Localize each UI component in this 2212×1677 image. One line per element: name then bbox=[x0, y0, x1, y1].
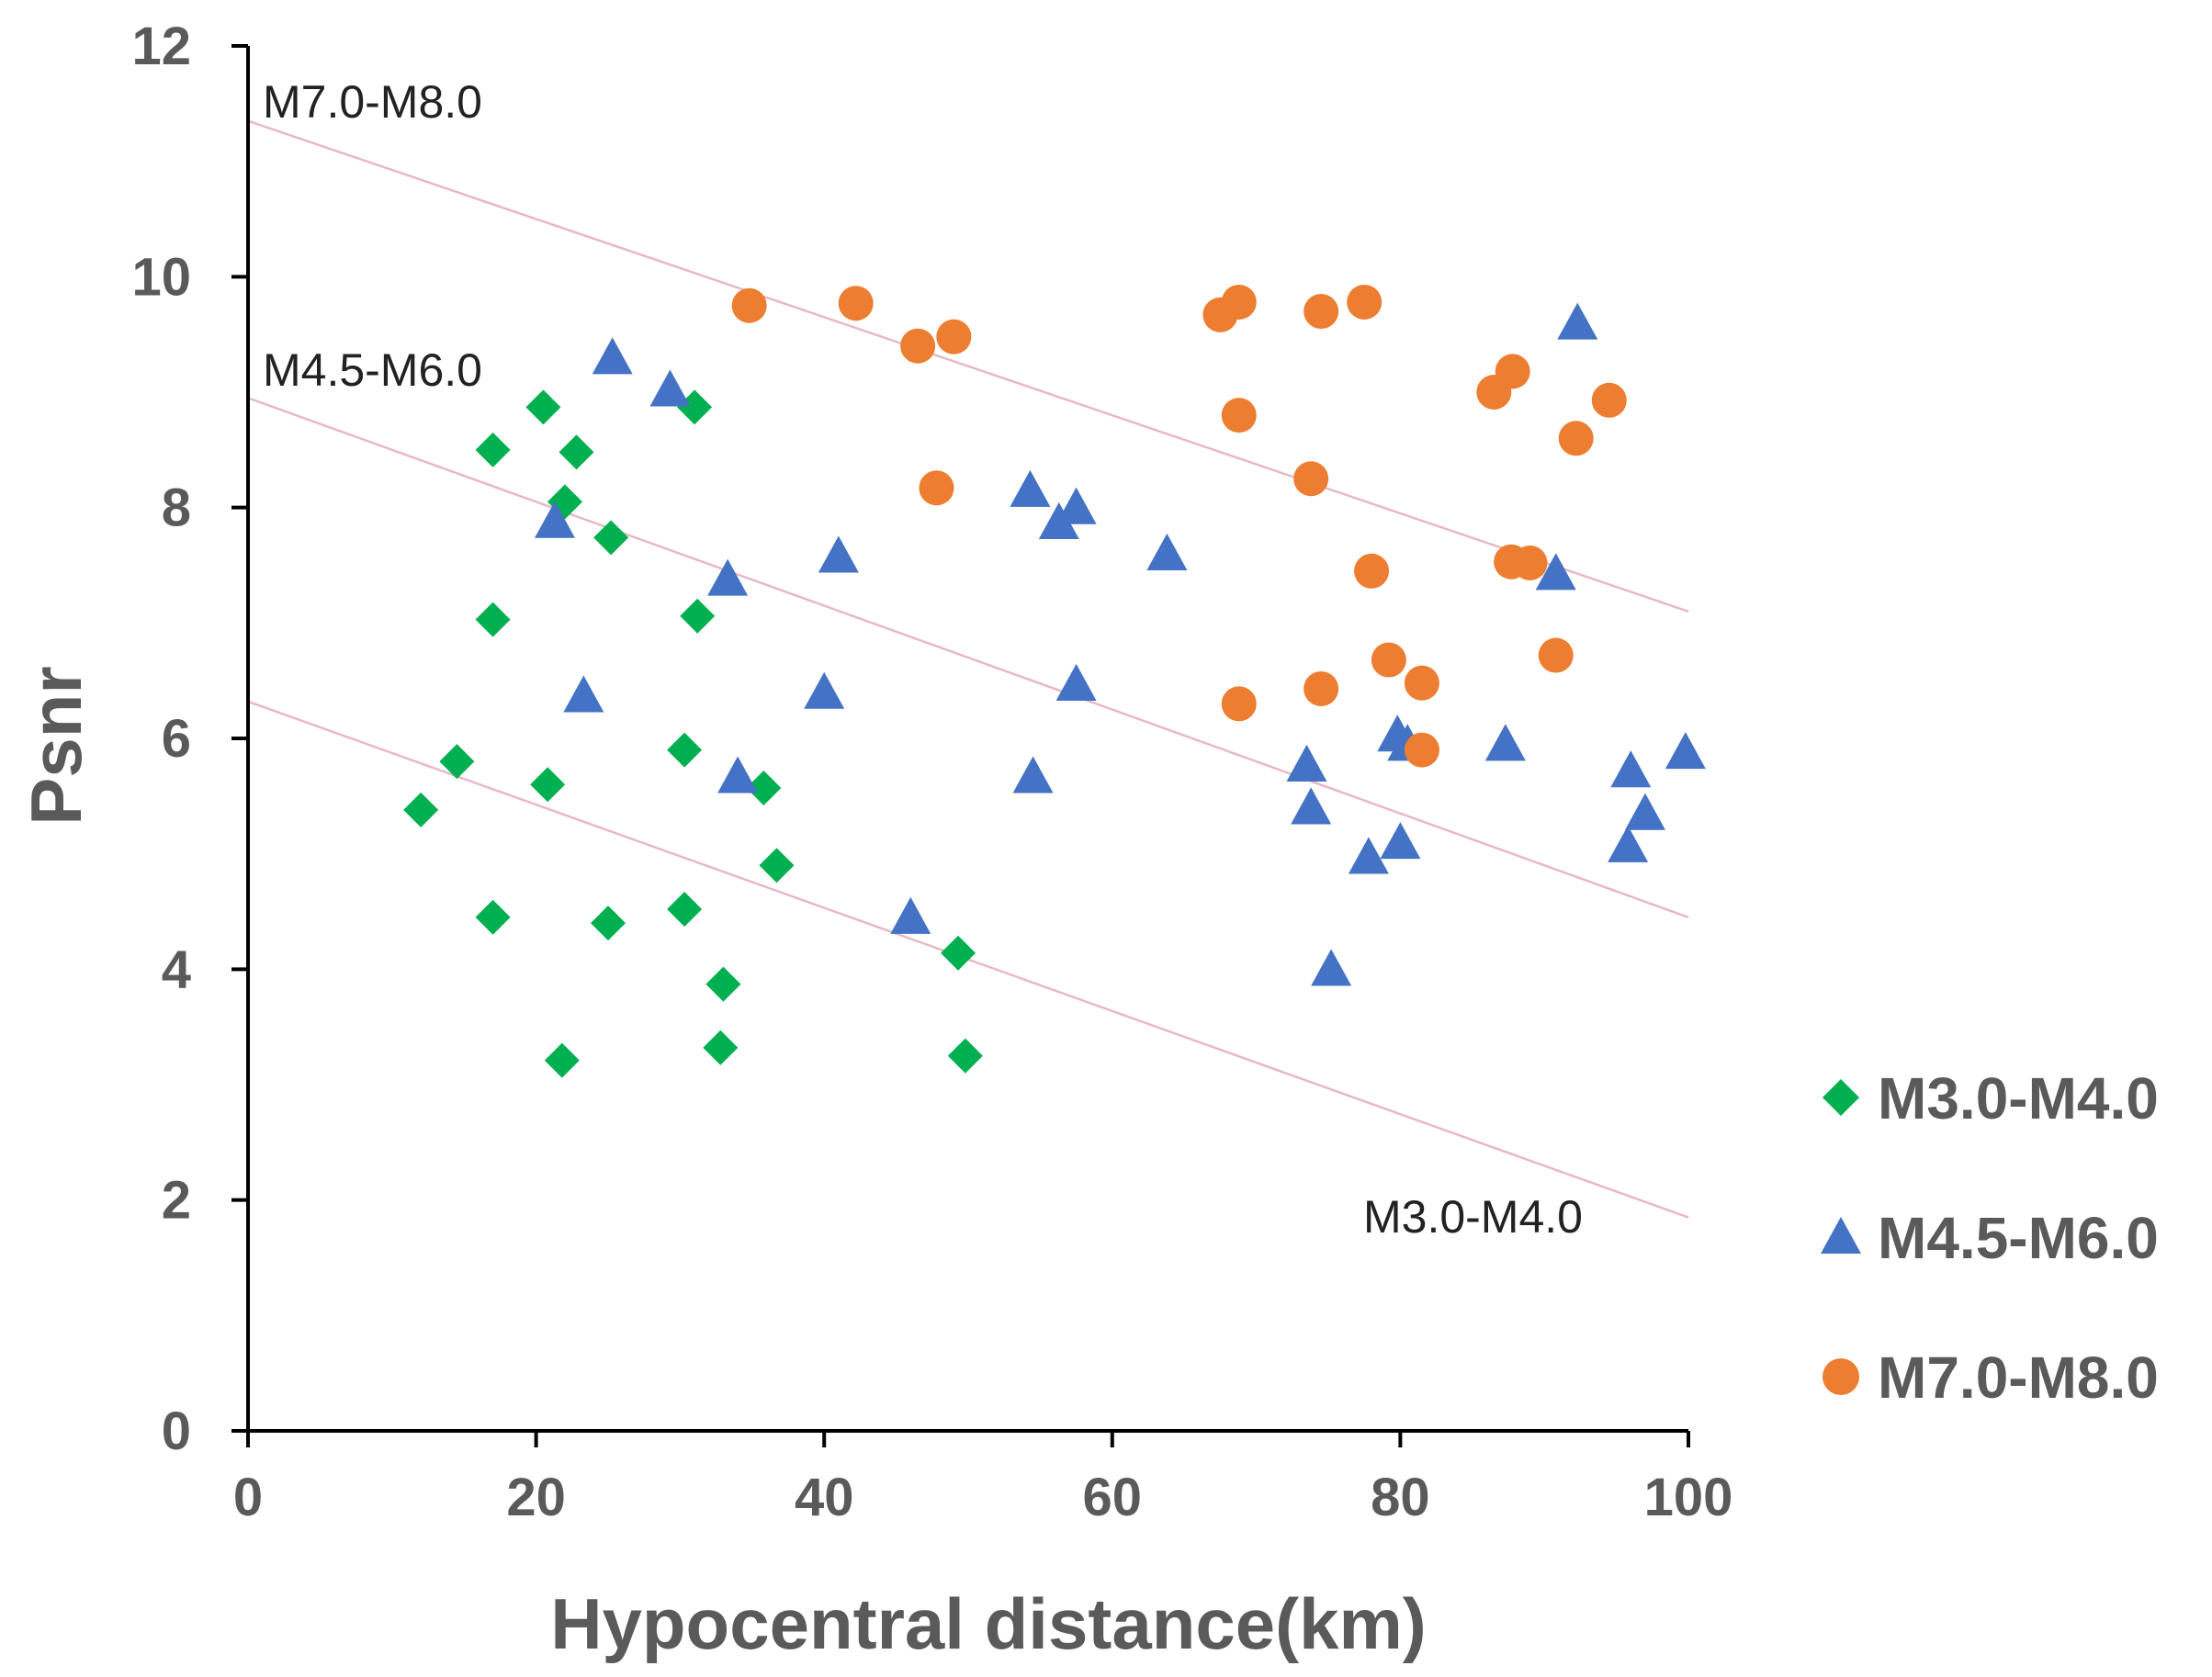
x-tick-label: 80 bbox=[1371, 1468, 1430, 1527]
point-m70-m80 bbox=[1558, 421, 1594, 456]
point-m30-m40 bbox=[591, 906, 626, 941]
point-m45-m60 bbox=[1608, 825, 1649, 862]
point-m70-m80 bbox=[1354, 553, 1390, 589]
y-axis-title: Psnr bbox=[16, 666, 96, 825]
point-m70-m80 bbox=[1221, 398, 1257, 433]
y-tick-label: 12 bbox=[131, 17, 191, 76]
point-m45-m60 bbox=[1380, 822, 1421, 860]
point-m30-m40 bbox=[475, 432, 511, 467]
point-m30-m40 bbox=[759, 848, 795, 884]
point-m30-m40 bbox=[530, 767, 566, 803]
trend-line-m45-m60 bbox=[247, 397, 1689, 918]
point-m45-m60 bbox=[1291, 787, 1332, 825]
legend: M3.0-M4.0 M4.5-M6.0 M7.0-M8.0 bbox=[1821, 1065, 2159, 1411]
point-m45-m60 bbox=[707, 558, 749, 596]
point-m45-m60 bbox=[1484, 724, 1526, 761]
point-m45-m60 bbox=[818, 535, 859, 573]
x-tick-label: 100 bbox=[1644, 1468, 1733, 1527]
point-m45-m60 bbox=[804, 671, 845, 709]
x-tick-label: 40 bbox=[795, 1468, 854, 1527]
point-m70-m80 bbox=[1538, 637, 1574, 673]
point-m45-m60 bbox=[1610, 750, 1652, 788]
point-m30-m40 bbox=[475, 899, 511, 935]
point-m45-m60 bbox=[1055, 663, 1097, 701]
point-m45-m60 bbox=[1286, 744, 1327, 782]
point-m30-m40 bbox=[746, 771, 782, 806]
point-m45-m60 bbox=[592, 337, 633, 375]
point-m30-m40 bbox=[705, 966, 741, 1002]
point-m45-m60 bbox=[1624, 793, 1665, 830]
x-tick-label: 60 bbox=[1083, 1468, 1143, 1527]
annotation-m3-line: M3.0-M4.0 bbox=[1363, 1191, 1583, 1243]
point-m45-m60 bbox=[1311, 949, 1352, 986]
trend-line-m70-m80 bbox=[247, 119, 1689, 613]
point-m45-m60 bbox=[1146, 533, 1188, 570]
point-m70-m80 bbox=[1304, 670, 1339, 706]
point-m70-m80 bbox=[1293, 461, 1329, 497]
y-tick-label: 10 bbox=[131, 247, 191, 307]
x-axis-title: Hypocentral distance(km) bbox=[550, 1583, 1427, 1664]
point-m45-m60 bbox=[1557, 302, 1598, 340]
point-m70-m80 bbox=[1304, 294, 1339, 330]
point-m30-m40 bbox=[593, 520, 629, 556]
point-m70-m80 bbox=[1404, 732, 1439, 768]
point-m70-m80 bbox=[1221, 284, 1257, 320]
annotation-m45-line: M4.5-M6.0 bbox=[263, 344, 482, 396]
point-m70-m80 bbox=[1404, 665, 1439, 701]
y-tick-label: 2 bbox=[162, 1171, 191, 1231]
point-m30-m40 bbox=[439, 744, 475, 780]
y-tick-label: 4 bbox=[162, 940, 191, 999]
legend-label-m30-m40: M3.0-M4.0 bbox=[1878, 1065, 2159, 1131]
point-m45-m60 bbox=[649, 369, 691, 407]
legend-label-m70-m80: M7.0-M8.0 bbox=[1878, 1345, 2159, 1411]
point-m70-m80 bbox=[1371, 642, 1406, 678]
point-m70-m80 bbox=[1495, 354, 1530, 389]
point-m30-m40 bbox=[947, 1038, 983, 1074]
point-m30-m40 bbox=[941, 935, 976, 971]
legend-marker-m45-m60 bbox=[1821, 1217, 1861, 1255]
x-tick-label: 0 bbox=[233, 1468, 263, 1527]
point-m45-m60 bbox=[1665, 732, 1706, 770]
axes: 0 2 4 6 8 10 12 0 20 40 60 80 100 bbox=[131, 17, 1732, 1527]
point-m70-m80 bbox=[936, 319, 972, 355]
point-m30-m40 bbox=[544, 1042, 580, 1078]
point-m70-m80 bbox=[1591, 382, 1627, 418]
legend-marker-m30-m40 bbox=[1823, 1079, 1859, 1116]
point-m30-m40 bbox=[703, 1030, 739, 1065]
point-m30-m40 bbox=[403, 792, 439, 827]
point-m45-m60 bbox=[1348, 837, 1389, 874]
point-m70-m80 bbox=[900, 328, 936, 364]
point-m70-m80 bbox=[919, 470, 954, 506]
point-m45-m60 bbox=[890, 896, 931, 934]
y-tick-label: 6 bbox=[162, 709, 191, 769]
point-m70-m80 bbox=[1347, 284, 1382, 320]
point-m70-m80 bbox=[838, 286, 874, 321]
point-m30-m40 bbox=[667, 891, 703, 927]
point-m45-m60 bbox=[1010, 469, 1051, 507]
point-m45-m60 bbox=[1535, 553, 1576, 591]
legend-label-m45-m60: M4.5-M6.0 bbox=[1878, 1205, 2159, 1271]
annotation-m7-line: M7.0-M8.0 bbox=[263, 76, 482, 128]
point-m45-m60 bbox=[534, 501, 575, 538]
point-m45-m60 bbox=[1012, 756, 1054, 793]
y-tick-label: 0 bbox=[162, 1401, 191, 1461]
point-m70-m80 bbox=[1512, 545, 1548, 580]
point-m30-m40 bbox=[667, 732, 703, 768]
point-m45-m60 bbox=[717, 756, 759, 793]
legend-marker-m70-m80 bbox=[1823, 1358, 1859, 1395]
data-points bbox=[403, 284, 1706, 1078]
y-tick-label: 8 bbox=[162, 478, 191, 538]
point-m30-m40 bbox=[525, 389, 561, 425]
point-m70-m80 bbox=[1221, 686, 1257, 722]
x-tick-label: 20 bbox=[506, 1468, 566, 1527]
point-m70-m80 bbox=[731, 287, 767, 323]
point-m45-m60 bbox=[563, 675, 604, 713]
point-m45-m60 bbox=[1055, 487, 1097, 524]
point-m30-m40 bbox=[680, 598, 716, 634]
point-m30-m40 bbox=[559, 434, 594, 470]
point-m30-m40 bbox=[475, 602, 511, 637]
